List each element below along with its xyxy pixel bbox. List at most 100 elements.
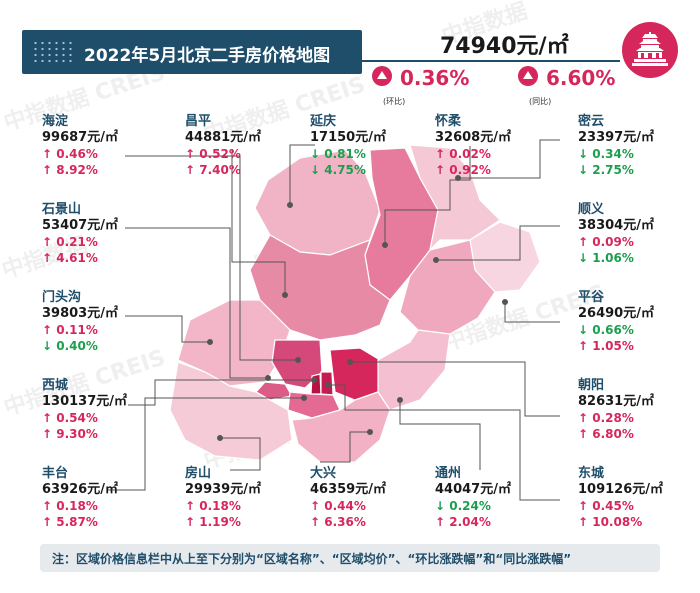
district-xicheng [310, 373, 322, 395]
region-mom-change: ↑ 0.02% [435, 147, 491, 161]
leader-dot-miyun [455, 175, 461, 181]
region-price: 44881元/㎡ [185, 130, 261, 145]
temple-of-heaven-logo-icon [622, 22, 678, 78]
region-yoy-change: ↓ 4.75% [310, 163, 366, 177]
region-label-changping: 昌平 44881元/㎡ ↑ 0.52% ↑ 7.40% [185, 114, 300, 178]
leader-line-changping [231, 150, 286, 295]
region-yoy-change: ↑ 10.08% [578, 515, 643, 529]
region-yoy-change: ↑ 5.87% [42, 515, 98, 529]
leader-line-daxing [320, 431, 370, 463]
district-shunyi [399, 239, 496, 335]
leader-dot-xicheng [311, 377, 317, 383]
region-name: 怀柔 [435, 114, 462, 129]
leader-dot-changping [282, 292, 288, 298]
region-name: 平谷 [578, 290, 605, 305]
region-label-daxing: 大兴 46359元/㎡ ↑ 0.44% ↑ 6.36% [310, 466, 425, 530]
region-yoy-change: ↓ 0.40% [42, 339, 98, 353]
region-label-miyun: 密云 23397元/㎡ ↓ 0.34% ↓ 2.75% [578, 114, 693, 178]
region-label-fangshan: 房山 29939元/㎡ ↑ 0.18% ↑ 1.19% [185, 466, 300, 530]
leader-line-mentougou [125, 315, 210, 343]
region-price: 82631元/㎡ [578, 394, 654, 409]
up-triangle-icon [518, 66, 538, 86]
leader-dot-shunyi [433, 257, 439, 263]
region-mom-change: ↓ 0.34% [578, 147, 634, 161]
leader-dot-tongzhou [397, 397, 403, 403]
region-name: 门头沟 [42, 290, 82, 305]
region-yoy-change: ↓ 2.75% [578, 163, 634, 177]
region-label-xicheng: 西城 130137元/㎡ ↑ 0.54% ↑ 9.30% [42, 378, 157, 442]
region-price: 26490元/㎡ [578, 306, 654, 321]
leader-line-shijingshan [125, 227, 268, 379]
region-name: 西城 [42, 378, 69, 393]
region-yoy-change: ↑ 7.40% [185, 163, 241, 177]
leader-dot-fangshan [217, 435, 223, 441]
leader-line-xicheng [128, 379, 314, 406]
leader-line-shunyi [436, 225, 560, 261]
region-label-dongcheng: 东城 109126元/㎡ ↑ 0.45% ↑ 10.08% [578, 466, 693, 530]
region-price: 53407元/㎡ [42, 218, 118, 233]
district-haidian [271, 339, 323, 389]
region-name: 东城 [578, 466, 605, 481]
average-price: 74940元/㎡ [440, 34, 569, 59]
region-price: 63926元/㎡ [42, 482, 118, 497]
page-title: 2022年5月北京二手房价格地图 [84, 46, 331, 66]
region-price: 23397元/㎡ [578, 130, 654, 145]
region-price: 109126元/㎡ [578, 482, 664, 497]
leader-line-chaoyang [350, 361, 560, 417]
leader-dot-pinggu [502, 299, 508, 305]
region-price: 99687元/㎡ [42, 130, 118, 145]
region-mom-change: ↓ 0.66% [578, 323, 634, 337]
title-banner: 2022年5月北京二手房价格地图 [22, 30, 362, 74]
region-label-mentougou: 门头沟 39803元/㎡ ↑ 0.11% ↓ 0.40% [42, 290, 157, 354]
district-mentougou [177, 299, 291, 387]
region-price: 29939元/㎡ [185, 482, 261, 497]
region-mom-change: ↑ 0.28% [578, 411, 634, 425]
region-name: 密云 [578, 114, 605, 129]
region-mom-change: ↑ 0.18% [42, 499, 98, 513]
region-name: 顺义 [578, 202, 605, 217]
region-label-fengtai: 丰台 63926元/㎡ ↑ 0.18% ↑ 5.87% [42, 466, 157, 530]
footnote-bar: 注：区域价格信息栏中从上至下分别为“区域名称”、“区域均价”、“环比涨跌幅”和“… [40, 544, 660, 572]
region-price: 38304元/㎡ [578, 218, 654, 233]
region-mom-change: ↑ 0.45% [578, 499, 634, 513]
leader-line-pinggu [504, 302, 560, 323]
region-mom-change: ↑ 0.46% [42, 147, 98, 161]
region-mom-change: ↓ 0.81% [310, 147, 366, 161]
leader-line-miyun [458, 139, 560, 179]
region-mom-change: ↓ 0.24% [435, 499, 491, 513]
region-label-haidian: 海淀 99687元/㎡ ↑ 0.46% ↑ 8.92% [42, 114, 157, 178]
leader-line-fangshan [220, 437, 261, 471]
leader-dot-huairou [382, 242, 388, 248]
region-price: 39803元/㎡ [42, 306, 118, 321]
region-name: 大兴 [310, 466, 337, 481]
region-mom-change: ↑ 0.44% [310, 499, 366, 513]
region-name: 丰台 [42, 466, 69, 481]
district-huairou [364, 147, 439, 301]
mom-label: (环比) [383, 97, 406, 106]
region-label-chaoyang: 朝阳 82631元/㎡ ↑ 0.28% ↑ 6.80% [578, 378, 693, 442]
leader-line-tongzhou [399, 400, 481, 470]
region-name: 房山 [185, 466, 212, 481]
leader-dot-mentougou [207, 339, 213, 345]
region-yoy-change: ↑ 9.30% [42, 427, 98, 441]
region-yoy-change: ↑ 6.36% [310, 515, 366, 529]
district-tongzhou [377, 329, 451, 411]
region-name: 昌平 [185, 114, 212, 129]
region-label-shijingshan: 石景山 53407元/㎡ ↑ 0.21% ↑ 4.61% [42, 202, 157, 266]
region-name: 石景山 [42, 202, 82, 217]
region-yoy-change: ↑ 8.92% [42, 163, 98, 177]
leader-dot-chaoyang [347, 359, 353, 365]
region-yoy-change: ↓ 1.06% [578, 251, 634, 265]
region-price: 17150元/㎡ [310, 130, 386, 145]
region-label-pinggu: 平谷 26490元/㎡ ↓ 0.66% ↑ 1.05% [578, 290, 693, 354]
leader-line-yanqing [289, 144, 315, 205]
leader-dot-haidian [295, 357, 301, 363]
region-mom-change: ↑ 0.52% [185, 147, 241, 161]
region-mom-change: ↑ 0.11% [42, 323, 98, 337]
region-label-shunyi: 顺义 38304元/㎡ ↑ 0.09% ↓ 1.06% [578, 202, 693, 266]
region-label-yanqing: 延庆 17150元/㎡ ↓ 0.81% ↓ 4.75% [310, 114, 425, 178]
region-name: 通州 [435, 466, 462, 481]
leader-dot-fengtai [301, 395, 307, 401]
